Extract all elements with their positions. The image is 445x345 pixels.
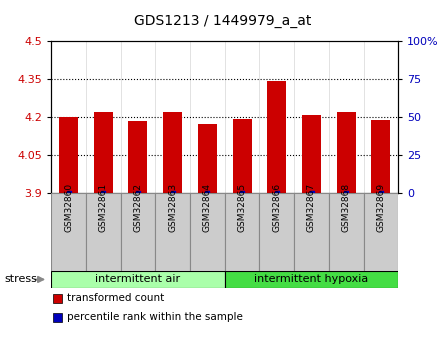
Bar — [259, 193, 294, 271]
Bar — [190, 193, 225, 271]
Bar — [129, 121, 147, 193]
Text: GSM32864: GSM32864 — [203, 183, 212, 232]
Point — [100, 190, 107, 196]
Point — [134, 190, 142, 196]
Bar — [121, 193, 155, 271]
Text: GSM32867: GSM32867 — [307, 183, 316, 232]
Bar — [94, 112, 113, 193]
Text: GDS1213 / 1449979_a_at: GDS1213 / 1449979_a_at — [134, 14, 311, 28]
Text: intermittent hypoxia: intermittent hypoxia — [255, 275, 368, 284]
Bar — [198, 124, 217, 193]
Point — [308, 190, 315, 196]
Bar — [267, 81, 286, 193]
Text: GSM32868: GSM32868 — [342, 183, 351, 232]
Bar — [364, 193, 398, 271]
Point — [377, 190, 384, 196]
Point — [343, 190, 350, 196]
Text: stress: stress — [4, 275, 37, 284]
Text: transformed count: transformed count — [67, 293, 164, 303]
Bar — [51, 193, 86, 271]
Text: intermittent air: intermittent air — [95, 275, 181, 284]
Bar — [59, 117, 78, 193]
Bar — [337, 112, 356, 193]
Bar — [302, 115, 321, 193]
Text: GSM32862: GSM32862 — [134, 183, 142, 232]
Point — [169, 190, 176, 196]
Point — [204, 190, 211, 196]
Text: percentile rank within the sample: percentile rank within the sample — [67, 312, 243, 322]
Text: GSM32863: GSM32863 — [168, 183, 177, 232]
Point — [65, 190, 72, 196]
Bar — [225, 193, 259, 271]
Text: GSM32865: GSM32865 — [238, 183, 247, 232]
Bar — [155, 193, 190, 271]
Text: GSM32860: GSM32860 — [64, 183, 73, 232]
Bar — [163, 112, 182, 193]
Bar — [233, 119, 251, 193]
Bar — [294, 193, 329, 271]
Bar — [51, 271, 225, 288]
Point — [239, 190, 246, 196]
Bar — [329, 193, 364, 271]
Bar — [372, 120, 390, 193]
Bar — [86, 193, 121, 271]
Text: GSM32861: GSM32861 — [99, 183, 108, 232]
Point — [273, 190, 280, 196]
Text: GSM32869: GSM32869 — [376, 183, 385, 232]
Text: GSM32866: GSM32866 — [272, 183, 281, 232]
Bar — [225, 271, 398, 288]
